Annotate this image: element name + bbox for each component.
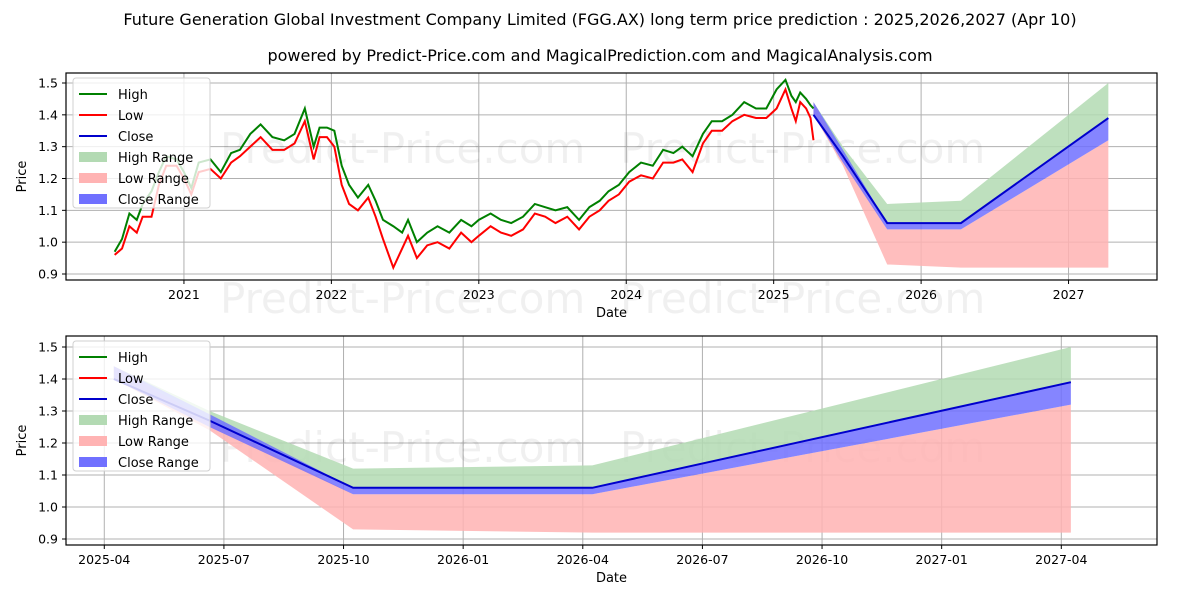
legend: High Low Close High Range Low Range Close Ran… [72,340,211,472]
y-tick-label: 1.2 [38,171,58,186]
y-tick-label: 1.0 [38,235,58,250]
high-range-area [113,347,1071,488]
legend-label: Low Range [118,172,189,187]
x-tick-label: 2026 [905,287,937,302]
close-range-area [113,366,1071,495]
legend-label: High Range [118,414,193,429]
y-tick-label: 1.4 [38,372,58,387]
x-tick-label: 2026-07 [676,552,728,567]
y-tick-label: 1.1 [38,468,58,483]
legend: High Low Close High Range Low Range Close Ran… [72,77,211,209]
y-tick-label: 1.4 [38,107,58,122]
low-line [113,86,815,271]
x-tick-label: 2025 [758,287,790,302]
legend-label: Low Range [118,435,189,450]
legend-label: Close [118,130,153,145]
x-tick-label: 2025-07 [198,552,250,567]
watermark-text: Predict-Price.com [220,124,585,173]
y-axis-label: Price [15,161,30,193]
watermark-text: Predict-Price.com [620,274,985,323]
y-tick-label: 1.1 [38,203,58,218]
high-line [113,77,815,253]
x-tick-label: 2026-10 [796,552,848,567]
y-tick-label: 1.3 [38,139,58,154]
x-tick-label: 2026-04 [557,552,609,567]
x-tick-label: 2026-01 [437,552,489,567]
low-range-area [113,366,1071,533]
legend-label: High Range [118,151,193,166]
watermark-text: Predict-Price.com [220,274,585,323]
y-tick-label: 0.9 [38,532,58,547]
chart-1: Predict-Price.com Predict-Price.com Predic… [15,72,1158,323]
x-tick-label: 2024 [610,287,642,302]
y-tick-label: 1.0 [38,500,58,515]
x-tick-label: 2027-04 [1035,552,1087,567]
legend-box [72,77,211,209]
legend-label: Close [118,393,153,408]
y-tick-label: 1.3 [38,404,58,419]
chart-2: Predict-Price.comPredict-Price.com0.91.0… [15,335,1158,586]
legend-label: High [118,88,148,103]
x-tick-label: 2022 [315,287,347,302]
legend-label: Close Range [118,193,199,208]
axes-frame [65,335,1158,546]
low-range-area [813,102,1109,268]
high-range-area [813,83,1109,224]
y-tick-label: 1.5 [38,76,58,91]
legend-high-range-swatch [79,152,107,162]
legend-box [72,340,211,472]
y-tick-label: 1.5 [38,340,58,355]
y-tick-label: 1.2 [38,436,58,451]
x-tick-label: 2021 [168,287,200,302]
legend-label: High [118,351,148,366]
watermarks: Predict-Price.com Predict-Price.com Predic… [220,124,985,323]
y-axis-label: Price [15,425,30,457]
watermark-text: Predict-Price.com [620,124,985,173]
x-tick-label: 2025-10 [317,552,369,567]
legend-label: Close Range [118,456,199,471]
x-axis-label: Date [596,571,627,586]
x-tick-label: 2027-01 [916,552,968,567]
x-tick-label: 2027 [1053,287,1085,302]
chart-subtitle: powered by Predict-Price.com and Magical… [267,46,933,65]
axes-frame [65,72,1158,281]
legend-label: Low [118,372,144,387]
close-line [812,114,1109,225]
legend-label: Low [118,109,144,124]
legend-low-range-swatch [79,173,107,183]
x-tick-label: 2023 [463,287,495,302]
legend-close-range-swatch [79,457,107,467]
legend-high-range-swatch [79,415,107,425]
close-range-area [813,102,1109,230]
y-tick-label: 0.9 [38,267,58,282]
legend-low-range-swatch [79,436,107,446]
x-tick-label: 2025-04 [78,552,130,567]
chart-title: Future Generation Global Investment Comp… [123,10,1077,29]
legend-close-range-swatch [79,194,107,204]
x-axis-label: Date [596,306,627,321]
